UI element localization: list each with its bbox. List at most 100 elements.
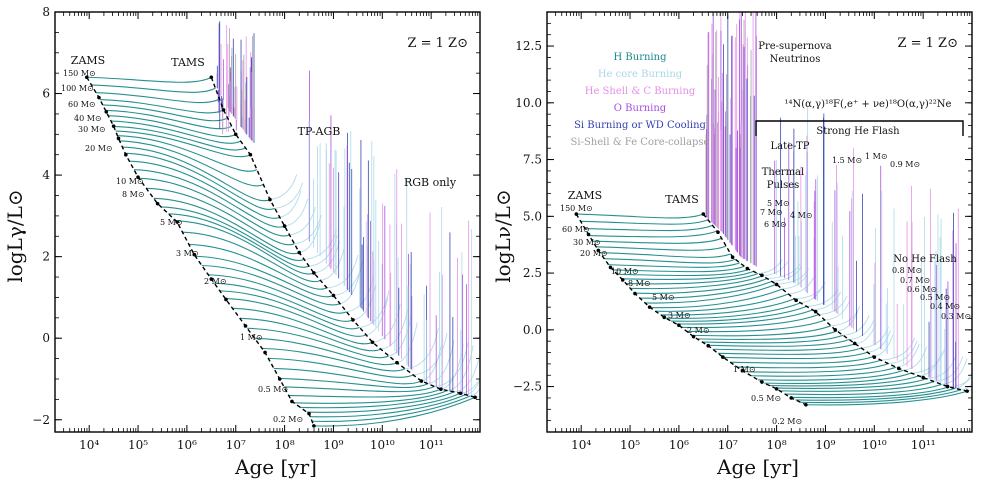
no-flash-mass-label: 0.5 M⊙ [920, 293, 950, 302]
y-tick-label: 10.0 [515, 96, 542, 110]
left-x-axis-label: Age [yr] [234, 455, 317, 479]
main-sequence-track [108, 115, 237, 138]
tams-line-point [370, 340, 375, 345]
main-sequence-track [219, 290, 360, 330]
post-main-sequence-track [359, 290, 390, 328]
mass-label: 20 M⊙ [580, 249, 608, 258]
main-sequence-track [86, 76, 212, 83]
main-sequence-track [691, 325, 832, 337]
zams-line-point [789, 396, 794, 400]
mass-label: 8 M⊙ [122, 190, 145, 199]
zams-line-point [263, 350, 267, 355]
zams-line-point [596, 248, 601, 253]
right-metallicity-label: Z = 1 Z⊙ [897, 36, 958, 51]
post-main-sequence-track [470, 387, 480, 397]
post-main-sequence-track [460, 377, 480, 394]
legend-si-wd: Si Burning or WD Cooling [574, 120, 706, 131]
left-mass-labels: 150 M⊙ 100 M⊙ 60 M⊙ 40 M⊙ 30 M⊙ 20 M⊙ 10… [61, 69, 303, 424]
mass-label: 40 M⊙ [74, 114, 102, 123]
y-tick-label: 0 [42, 331, 50, 345]
main-sequence-track [790, 386, 950, 399]
thermal-label: Thermal [762, 167, 804, 178]
tams-line-point [760, 273, 764, 278]
zams-line-point [290, 399, 294, 404]
legend-si-shell-fe: Si-Shell & Fe Core-collapse [571, 137, 710, 148]
zams-line-point [192, 252, 197, 257]
pulses-label: Pulses [767, 180, 800, 191]
main-sequence-track [175, 220, 315, 275]
main-sequence-track [110, 120, 241, 144]
main-sequence-track [105, 109, 232, 130]
main-sequence-track [764, 372, 912, 385]
strong-he-flash-bracket [755, 120, 964, 136]
x-tick-label: 10⁵ [128, 438, 148, 452]
zams-line-point [706, 343, 711, 348]
tams-line-point [852, 341, 857, 346]
tams-line-point [730, 255, 735, 259]
main-sequence-track [288, 388, 442, 398]
zams-line-point [804, 402, 808, 407]
main-sequence-track [138, 177, 290, 237]
main-sequence-track [769, 375, 919, 387]
mass-label: 1 M⊙ [733, 365, 756, 374]
left-axes: 10⁴ 10⁵ 10⁶ 10⁷ 10⁸ 10⁹ 10¹⁰ 10¹¹ −2 0 2 4 6 8 [32, 5, 480, 452]
mass-label: 30 M⊙ [573, 238, 601, 247]
main-sequence-track [660, 298, 795, 316]
zams-line-point [608, 265, 613, 270]
x-tick-label: 10¹⁰ [370, 438, 395, 452]
x-tick-label: 10¹⁰ [862, 438, 887, 452]
main-sequence-track [239, 317, 381, 352]
post-main-sequence-track [954, 371, 972, 389]
tams-line-point [221, 108, 226, 112]
tams-line-point [312, 271, 316, 275]
y-tick-label: 2.5 [523, 266, 542, 280]
main-sequence-track [306, 392, 461, 413]
main-sequence-track [774, 378, 927, 389]
post-main-sequence-track [812, 291, 841, 311]
mass-label: 10 M⊙ [611, 267, 639, 276]
he-flash-mass-label: 0.9 M⊙ [890, 160, 920, 169]
main-sequence-track [612, 265, 745, 273]
tams-line-point [716, 230, 720, 235]
no-flash-mass-label: 0.4 M⊙ [930, 302, 960, 311]
post-main-sequence-track [960, 383, 972, 391]
main-sequence-track [608, 262, 741, 268]
right-zams-label: ZAMS [568, 189, 602, 202]
zams-line [86, 76, 315, 427]
main-sequence-track [621, 270, 754, 280]
tams-line-point [774, 282, 779, 287]
mass-label: 10 M⊙ [116, 177, 144, 186]
mass-label: 2 M⊙ [687, 326, 710, 335]
zams-line-point [243, 324, 248, 328]
y-tick-label: −2 [32, 413, 50, 427]
main-sequence-track [681, 313, 819, 329]
main-sequence-track [596, 245, 727, 251]
tams-line-point [965, 389, 969, 393]
mass-label: 60 M⊙ [562, 225, 590, 234]
main-sequence-track [712, 343, 856, 351]
late-tp-label: Late-TP [771, 141, 810, 152]
zams-line-point [209, 277, 214, 281]
zams-line-point [620, 278, 625, 282]
x-tick-label: 10⁹ [323, 438, 343, 452]
main-sequence-track [625, 273, 759, 285]
right-panel: 10⁴ 10⁵ 10⁶ 10⁷ 10⁸ 10⁹ 10¹⁰ 10¹¹ −2.5 0.0 2.5 5.0 7… [491, 11, 973, 479]
main-sequence-track [584, 224, 713, 232]
zams-line-point [136, 175, 140, 179]
main-sequence-track [795, 387, 956, 401]
zams-line-point [277, 377, 282, 381]
thermal-pulse-mass-label: 6 M⊙ [764, 220, 787, 229]
main-sequence-track [153, 197, 300, 255]
tams-line-point [248, 152, 253, 157]
mass-label: 60 M⊙ [68, 100, 96, 109]
pre-supernova-label: Pre-supernova [758, 41, 832, 52]
tams-line-point [268, 197, 272, 202]
main-sequence-track [201, 264, 341, 306]
main-sequence-track [312, 395, 471, 422]
main-sequence-track [617, 268, 750, 277]
zams-line-point [307, 411, 311, 416]
legend-o-burning: O Burning [614, 103, 667, 114]
main-sequence-track [91, 84, 216, 93]
mass-label: 30 M⊙ [78, 125, 106, 134]
main-sequence-track [630, 275, 763, 290]
